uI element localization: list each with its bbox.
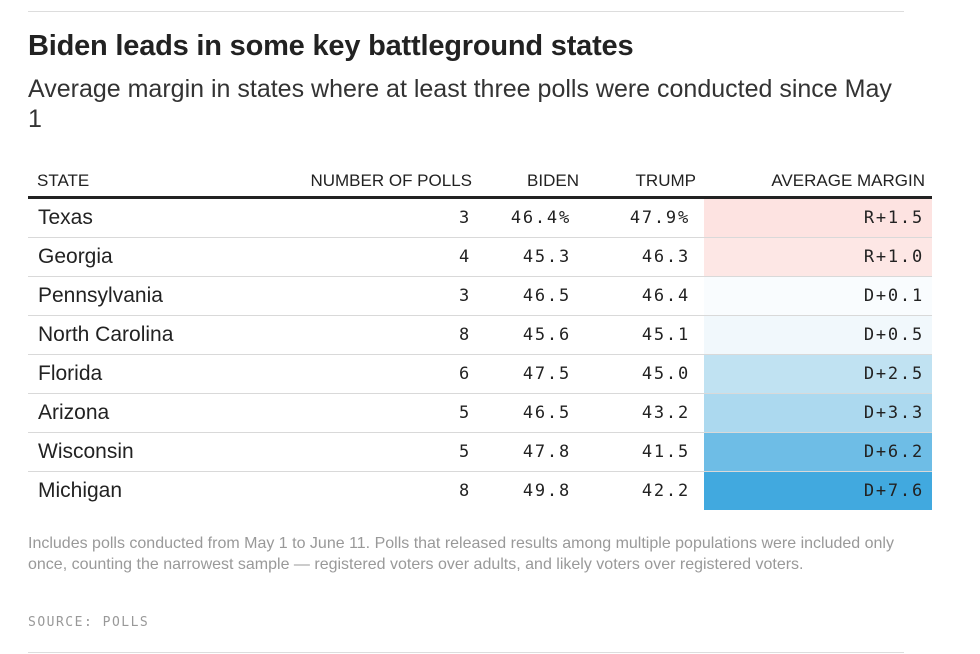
bottom-rule: [28, 652, 904, 653]
table-row: Michigan 8 49.8 42.2 D+7.6: [28, 471, 932, 510]
state-cell: Michigan: [38, 479, 123, 502]
biden-cell: 45.3: [474, 237, 581, 277]
state-cell: Arizona: [28, 393, 257, 433]
polls-cell: 8: [458, 481, 471, 501]
margin-cell: R+1.5: [704, 197, 932, 238]
state-cell: Wisconsin: [28, 432, 257, 472]
footnote: Includes polls conducted from May 1 to J…: [28, 535, 894, 573]
column-header-margin: AVERAGE MARGIN: [704, 165, 932, 199]
table-row: Wisconsin 5 47.8 41.5 D+6.2: [28, 432, 932, 472]
trump-cell: 42.2: [641, 481, 690, 501]
biden-cell: 46.5: [474, 276, 581, 316]
biden-cell: 47.5: [474, 354, 581, 394]
source-note: SOURCE: POLLS: [28, 615, 150, 630]
trump-cell: 45.0: [581, 354, 704, 394]
top-rule: [28, 11, 904, 12]
column-header-biden: BIDEN: [474, 165, 581, 199]
polls-cell: 5: [257, 432, 474, 472]
table-row: Arizona 5 46.5 43.2 D+3.3: [28, 393, 932, 433]
column-header-polls: NUMBER OF POLLS: [257, 165, 474, 199]
trump-cell: 46.3: [581, 237, 704, 277]
state-cell: Texas: [28, 197, 257, 238]
state-cell: Pennsylvania: [28, 276, 257, 316]
margin-cell: D+0.1: [704, 276, 932, 316]
state-cell: Georgia: [28, 237, 257, 277]
table-row: Georgia 4 45.3 46.3 R+1.0: [28, 237, 932, 277]
polls-cell: 6: [257, 354, 474, 394]
column-header-state: STATE: [28, 165, 257, 199]
polls-table: STATE NUMBER OF POLLS BIDEN TRUMP AVERAG…: [28, 165, 932, 510]
trump-cell: 47.9%: [581, 197, 704, 238]
trump-cell: 45.1: [581, 315, 704, 355]
column-header-trump: TRUMP: [581, 165, 704, 199]
table-body: Texas 3 46.4% 47.9% R+1.5 Georgia 4 45.3 46.3 R+1…: [28, 197, 932, 510]
biden-cell: 49.8: [522, 481, 571, 501]
table-row: Pennsylvania 3 46.5 46.4 D+0.1: [28, 276, 932, 316]
state-cell: North Carolina: [28, 315, 257, 355]
biden-cell: 45.6: [474, 315, 581, 355]
chart-title: Biden leads in some key battleground sta…: [28, 30, 634, 62]
polls-cell: 4: [257, 237, 474, 277]
margin-cell: D+7.6: [704, 471, 932, 510]
chart-subtitle: Average margin in states where at least …: [28, 75, 892, 133]
biden-cell: 46.4%: [474, 197, 581, 238]
state-cell: Florida: [28, 354, 257, 394]
polls-cell: 3: [257, 197, 474, 238]
margin-cell: D+0.5: [704, 315, 932, 355]
trump-cell: 46.4: [581, 276, 704, 316]
trump-cell: 43.2: [581, 393, 704, 433]
table-row: North Carolina 8 45.6 45.1 D+0.5: [28, 315, 932, 355]
trump-cell: 41.5: [581, 432, 704, 472]
margin-cell: D+3.3: [704, 393, 932, 433]
polls-cell: 5: [257, 393, 474, 433]
biden-cell: 46.5: [474, 393, 581, 433]
polls-cell: 8: [257, 315, 474, 355]
biden-cell: 47.8: [474, 432, 581, 472]
margin-cell: D+2.5: [704, 354, 932, 394]
margin-cell: R+1.0: [704, 237, 932, 277]
polls-cell: 3: [257, 276, 474, 316]
table-row: Florida 6 47.5 45.0 D+2.5: [28, 354, 932, 394]
header-row: STATE NUMBER OF POLLS BIDEN TRUMP AVERAG…: [28, 165, 932, 199]
table-row: Texas 3 46.4% 47.9% R+1.5: [28, 197, 932, 238]
margin-cell: D+6.2: [704, 432, 932, 472]
